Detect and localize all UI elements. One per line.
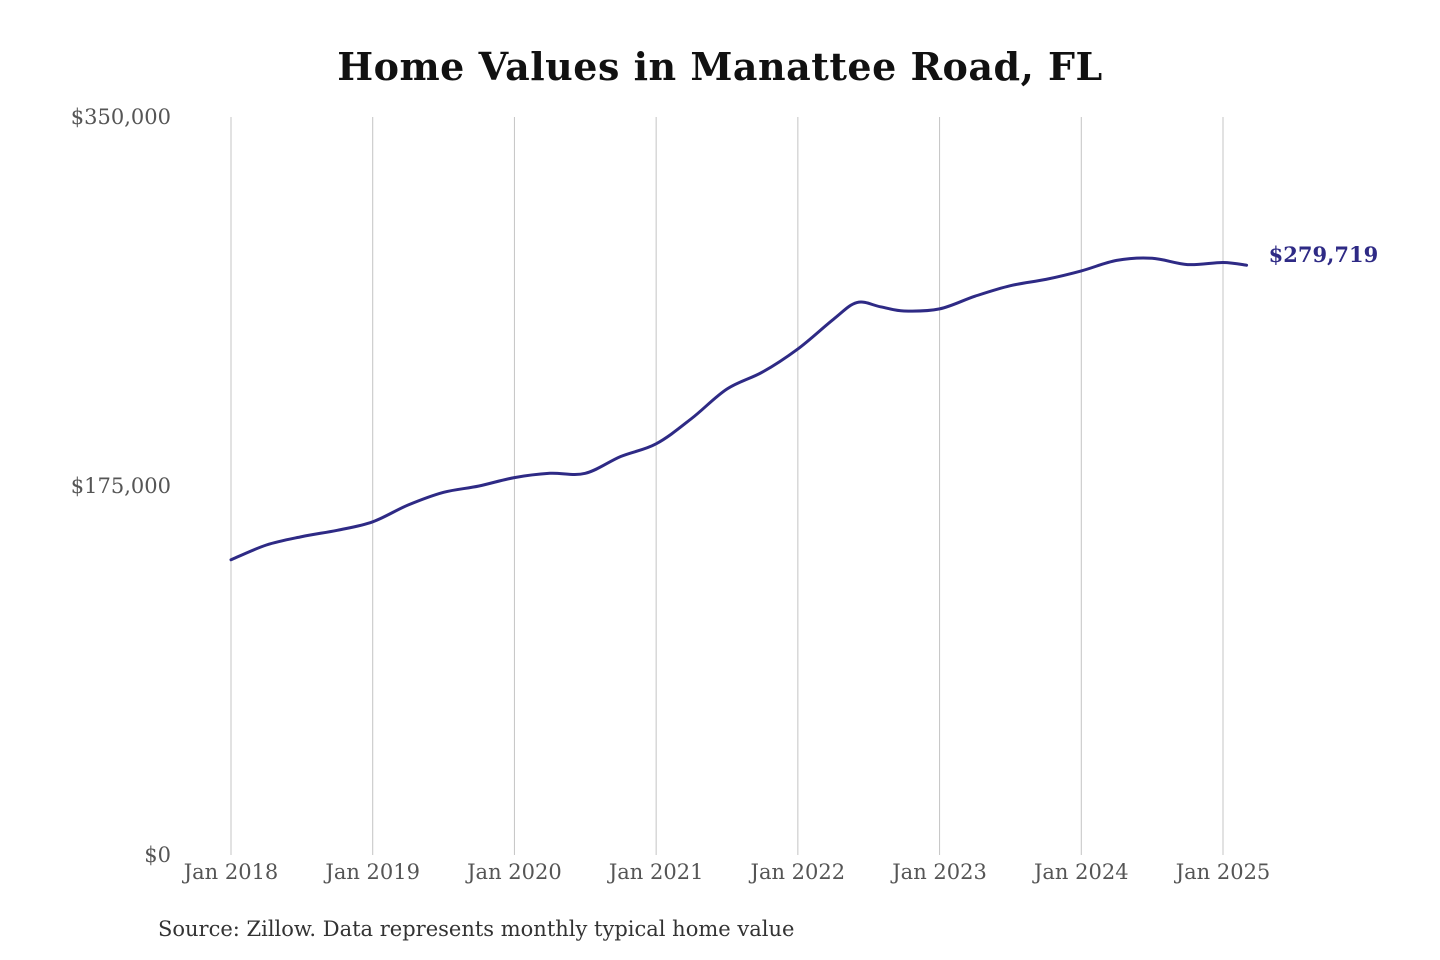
y-tick-label: $350,000 — [71, 105, 171, 129]
x-axis: Jan 2018 Jan 2019 Jan 2020 Jan 2021 Jan 2022… — [182, 860, 1271, 884]
x-tick-label: Jan 2024 — [1032, 860, 1129, 884]
end-value-label: $279,719 — [1269, 242, 1379, 267]
x-tick-label: Jan 2020 — [465, 860, 562, 884]
x-tick-label: Jan 2021 — [607, 860, 704, 884]
x-tick-label: Jan 2022 — [749, 860, 846, 884]
chart-source-note: Source: Zillow. Data represents monthly … — [158, 917, 795, 941]
y-axis: $0 $175,000 $350,000 — [71, 105, 171, 867]
y-tick-label: $175,000 — [71, 474, 171, 498]
chart-title: Home Values in Manattee Road, FL — [337, 44, 1103, 89]
x-tick-label: Jan 2019 — [323, 860, 420, 884]
x-tick-label: Jan 2025 — [1174, 860, 1271, 884]
y-tick-label: $0 — [144, 843, 171, 867]
x-tick-label: Jan 2018 — [182, 860, 279, 884]
home-value-line — [229, 256, 1249, 562]
x-tick-label: Jan 2023 — [890, 860, 987, 884]
series-layer — [229, 256, 1249, 562]
grid-layer — [230, 117, 1224, 855]
label-layer: $279,719 — [1269, 242, 1379, 267]
